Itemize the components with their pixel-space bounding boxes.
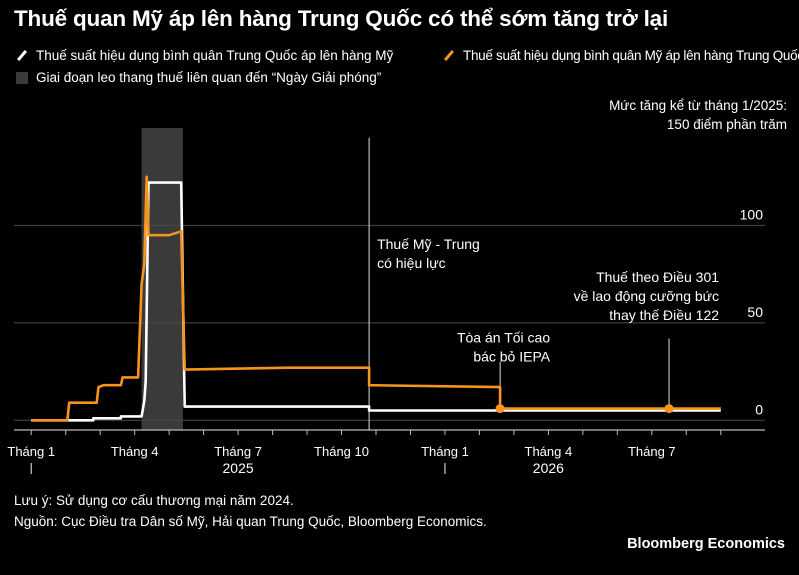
highlight-point — [664, 404, 674, 414]
annotation-text: Thuế Mỹ - Trung — [377, 236, 480, 252]
legend-label-white: Thuế suất hiệu dụng bình quân Trung Quốc… — [36, 48, 394, 63]
x-tick-label: Tháng 4 — [525, 444, 573, 459]
annotation-text: Tòa án Tối cao — [457, 329, 550, 345]
year-label: 2025 — [223, 460, 254, 476]
x-tick-label: Tháng 10 — [314, 444, 369, 459]
x-tick-label: Tháng 1 — [421, 444, 469, 459]
y-axis-title: Mức tăng kể từ tháng 1/2025: 150 điểm ph… — [609, 96, 787, 134]
shaded-period — [141, 128, 183, 430]
y-tick-label: 100 — [740, 206, 764, 222]
x-tick-label: Tháng 7 — [214, 444, 262, 459]
x-tick-label: Tháng 4 — [111, 444, 159, 459]
year-label: 2026 — [533, 460, 564, 476]
y-axis-title-line1: Mức tăng kể từ tháng 1/2025: — [609, 98, 787, 113]
annotation-text: về lao động cưỡng bức — [574, 288, 719, 304]
legend-item-white: Thuế suất hiệu dụng bình quân Trung Quốc… — [16, 48, 393, 63]
chart-title: Thuế quan Mỹ áp lên hàng Trung Quốc có t… — [14, 6, 668, 31]
legend-swatch-shaded — [16, 71, 28, 84]
legend-label-shaded: Giai đoạn leo thang thuế liên quan đến “… — [36, 70, 382, 85]
legend-item-orange: Thuế suất hiệu dụng bình quân Mỹ áp lên … — [443, 48, 799, 63]
y-tick-label: 0 — [755, 401, 763, 417]
highlight-point — [495, 404, 505, 414]
brand-logo-text: Bloomberg Economics — [627, 536, 785, 552]
y-tick-label: 50 — [747, 304, 763, 320]
series-line-orange — [31, 175, 721, 422]
chart-source: Nguồn: Cục Điều tra Dân số Mỹ, Hải quan … — [14, 514, 487, 529]
legend-item-shaded: Giai đoạn leo thang thuế liên quan đến “… — [16, 70, 381, 85]
annotation-text: thay thế Điều 122 — [609, 307, 719, 323]
chart-note: Lưu ý: Sử dụng cơ cấu thương mại năm 202… — [14, 493, 294, 508]
annotation-text: Thuế theo Điều 301 — [596, 269, 719, 285]
x-tick-label: Tháng 1 — [7, 444, 55, 459]
annotation-text: có hiệu lực — [377, 255, 446, 271]
annotation-text: bác bỏ IEPA — [473, 348, 550, 364]
y-axis-title-line2: 150 điểm phần trăm — [666, 117, 787, 132]
x-tick-label: Tháng 7 — [628, 444, 676, 459]
series-line-white — [31, 181, 721, 422]
legend-label-orange: Thuế suất hiệu dụng bình quân Mỹ áp lên … — [463, 48, 799, 63]
